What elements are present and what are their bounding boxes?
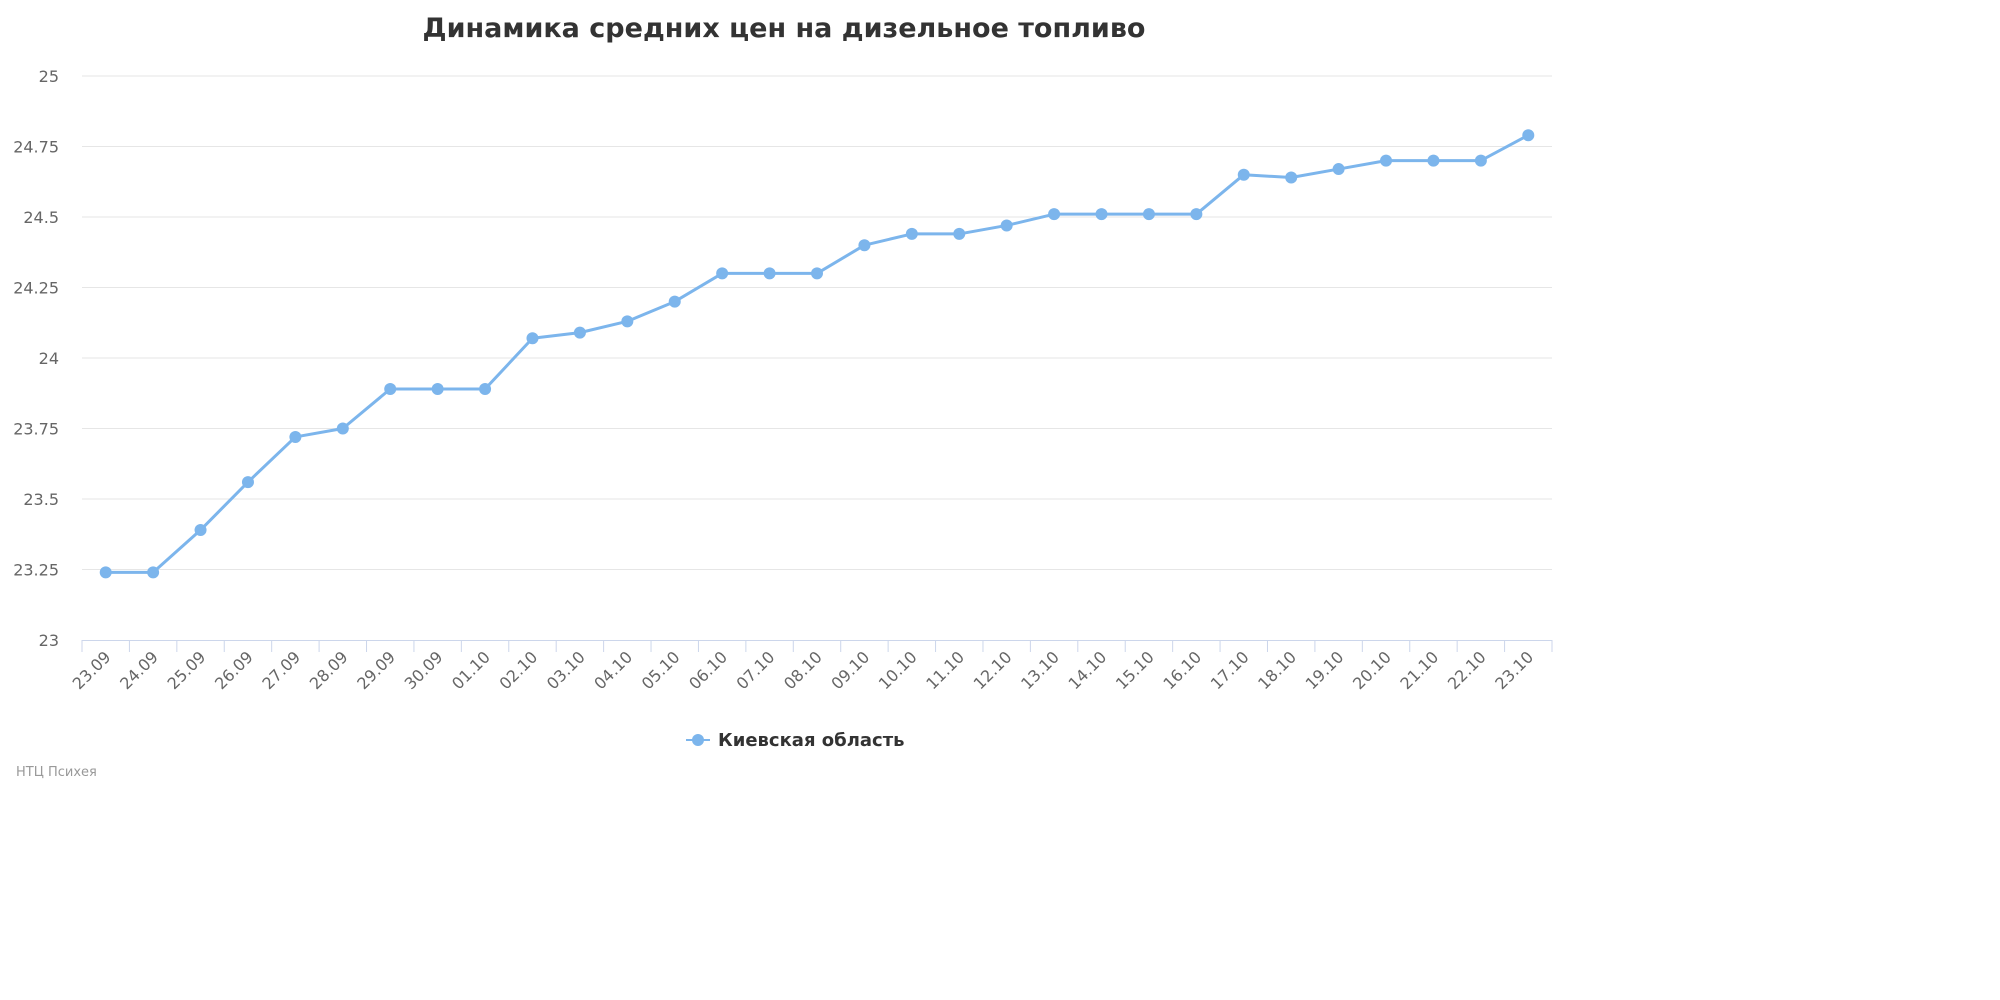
data-point[interactable] (1474, 154, 1487, 167)
y-tick-label: 24 (39, 349, 59, 368)
x-tick-label: 12.10 (970, 647, 1016, 693)
x-tick-label: 13.10 (1017, 647, 1063, 693)
grid-lines (82, 75, 1552, 570)
legend-label: Киевская область (718, 730, 905, 751)
x-tick-label: 10.10 (875, 647, 921, 693)
x-tick-label: 04.10 (590, 647, 636, 693)
x-tick-label: 26.09 (211, 647, 257, 693)
x-tick-label: 06.10 (685, 647, 731, 693)
data-point[interactable] (431, 383, 444, 396)
y-tick-label: 23.5 (23, 490, 59, 509)
x-tick-label: 14.10 (1065, 647, 1111, 693)
legend-marker-icon (692, 734, 704, 746)
data-point[interactable] (716, 267, 729, 280)
y-tick-label: 24.5 (23, 208, 59, 227)
x-tick-label: 30.09 (401, 647, 447, 693)
line-chart: Динамика средних цен на дизельное топлив… (13, 13, 1553, 780)
chart-container: Динамика средних цен на дизельное топлив… (13, 13, 1553, 780)
data-point[interactable] (1000, 219, 1013, 232)
data-point[interactable] (1048, 208, 1061, 221)
data-point[interactable] (1237, 168, 1250, 181)
data-point[interactable] (1190, 208, 1203, 221)
data-point[interactable] (905, 227, 918, 240)
x-tick-label: 11.10 (922, 647, 968, 693)
data-point[interactable] (811, 267, 823, 280)
y-tick-label: 23 (39, 631, 59, 650)
x-tick-label: 21.10 (1396, 647, 1442, 693)
x-tick-label: 28.09 (306, 647, 352, 693)
data-point[interactable] (621, 315, 634, 328)
data-point[interactable] (1142, 208, 1155, 221)
data-point[interactable] (1380, 154, 1393, 167)
data-point[interactable] (526, 332, 539, 345)
x-tick-label: 20.10 (1349, 647, 1395, 693)
x-tick-label: 19.10 (1302, 647, 1348, 693)
data-point[interactable] (1427, 154, 1440, 167)
x-tick-label: 03.10 (543, 647, 589, 693)
data-point[interactable] (668, 295, 681, 308)
data-point[interactable] (1522, 129, 1535, 142)
data-point[interactable] (858, 239, 871, 252)
data-point[interactable] (336, 422, 349, 435)
credits[interactable]: НТЦ Психея (16, 765, 97, 780)
x-tick-label: 08.10 (780, 647, 826, 693)
chart-title: Динамика средних цен на дизельное топлив… (423, 13, 1146, 44)
x-tick-label: 16.10 (1159, 647, 1205, 693)
y-tick-label: 23.75 (13, 420, 59, 439)
data-point[interactable] (763, 267, 776, 280)
series-line (104, 133, 1530, 574)
y-tick-label: 24.75 (13, 138, 59, 157)
x-tick-label: 18.10 (1254, 647, 1300, 693)
x-tick-label: 25.09 (164, 647, 210, 693)
data-point[interactable] (1095, 208, 1108, 221)
data-point[interactable] (99, 566, 112, 579)
y-tick-label: 24.25 (13, 279, 59, 298)
x-tick-label: 09.10 (827, 647, 873, 693)
data-point[interactable] (194, 524, 207, 537)
series-layer (99, 129, 1535, 579)
x-tick-label: 22.10 (1444, 647, 1490, 693)
y-tick-label: 25 (39, 67, 59, 86)
data-point[interactable] (147, 566, 160, 579)
x-tick-label: 23.10 (1491, 647, 1537, 693)
data-point[interactable] (384, 383, 397, 396)
data-point[interactable] (1332, 163, 1345, 176)
data-point[interactable] (953, 227, 966, 240)
x-tick-label: 05.10 (638, 647, 684, 693)
x-axis: 23.09 24.09 25.09 26.09 27.09 28.09 29.09 30.09… (69, 640, 1553, 693)
x-tick-label: 15.10 (1112, 647, 1158, 693)
x-tick-label: 27.09 (258, 647, 304, 693)
x-tick-label: 24.09 (116, 647, 162, 693)
x-tick-label: 07.10 (733, 647, 779, 693)
legend-item[interactable]: Киевская область (686, 730, 905, 751)
data-point[interactable] (1285, 171, 1298, 184)
y-axis-labels: 23 23.25 23.5 23.75 24 24.25 24.5 24.75 25 (13, 67, 59, 650)
data-point[interactable] (289, 430, 302, 443)
x-tick-label: 01.10 (448, 647, 494, 693)
x-tick-label: 23.09 (69, 647, 115, 693)
y-tick-label: 23.25 (13, 561, 59, 580)
data-point[interactable] (479, 383, 492, 396)
x-tick-label: 29.09 (353, 647, 399, 693)
data-point[interactable] (241, 476, 254, 489)
data-point[interactable] (573, 326, 586, 339)
x-tick-label: 17.10 (1207, 647, 1253, 693)
x-tick-label: 02.10 (495, 647, 541, 693)
